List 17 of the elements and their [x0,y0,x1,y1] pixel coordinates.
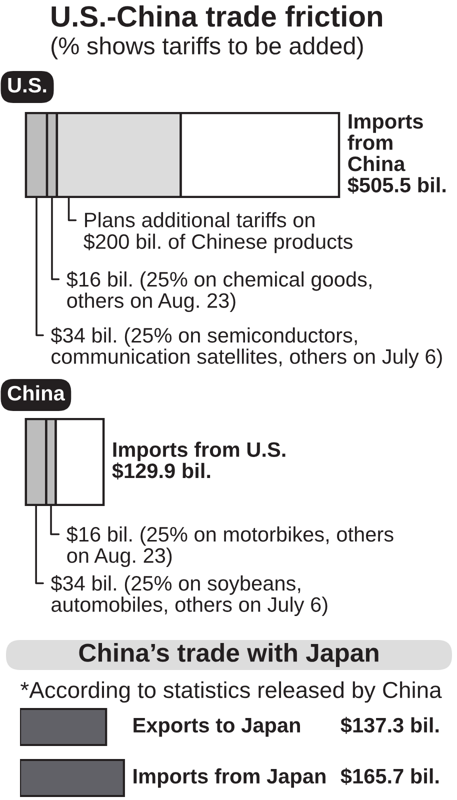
y-tick-label: Imports from Japan [134,768,326,788]
data-label: $16 bil. (25% on chemical goods, others on Aug. 23) [66,271,372,312]
chart-subtitle: (% shows tariffs to be added) [52,36,363,60]
data-label: Plans additional tariffs on $200 bil. of Chinese products [84,212,352,254]
y-tick-label: U.S. [8,78,46,93]
data-label: $165.7 bil. [340,768,439,785]
data-label: $137.3 bil. [340,716,439,734]
data-label: $34 bil. (25% on soybeans, automobiles, others on July 6) [50,575,328,616]
text: China’s trade with Japan [79,643,378,667]
text: *According to statistics released by China [20,681,442,703]
data-label: $16 bil. (25% on motorbikes, others on Aug. 23) [66,526,394,568]
total-label: Imports from China $505.5 bil. [348,114,446,194]
y-tick-label: Exports to Japan [134,718,300,737]
data-label: $34 bil. (25% on semiconductors, communication satellites, others on July 6) [50,327,442,368]
chart-title: U.S.-China trade friction [52,5,382,27]
y-tick-label: China [8,385,66,401]
total-label: Imports from U.S. $129.9 bil. [112,442,286,480]
